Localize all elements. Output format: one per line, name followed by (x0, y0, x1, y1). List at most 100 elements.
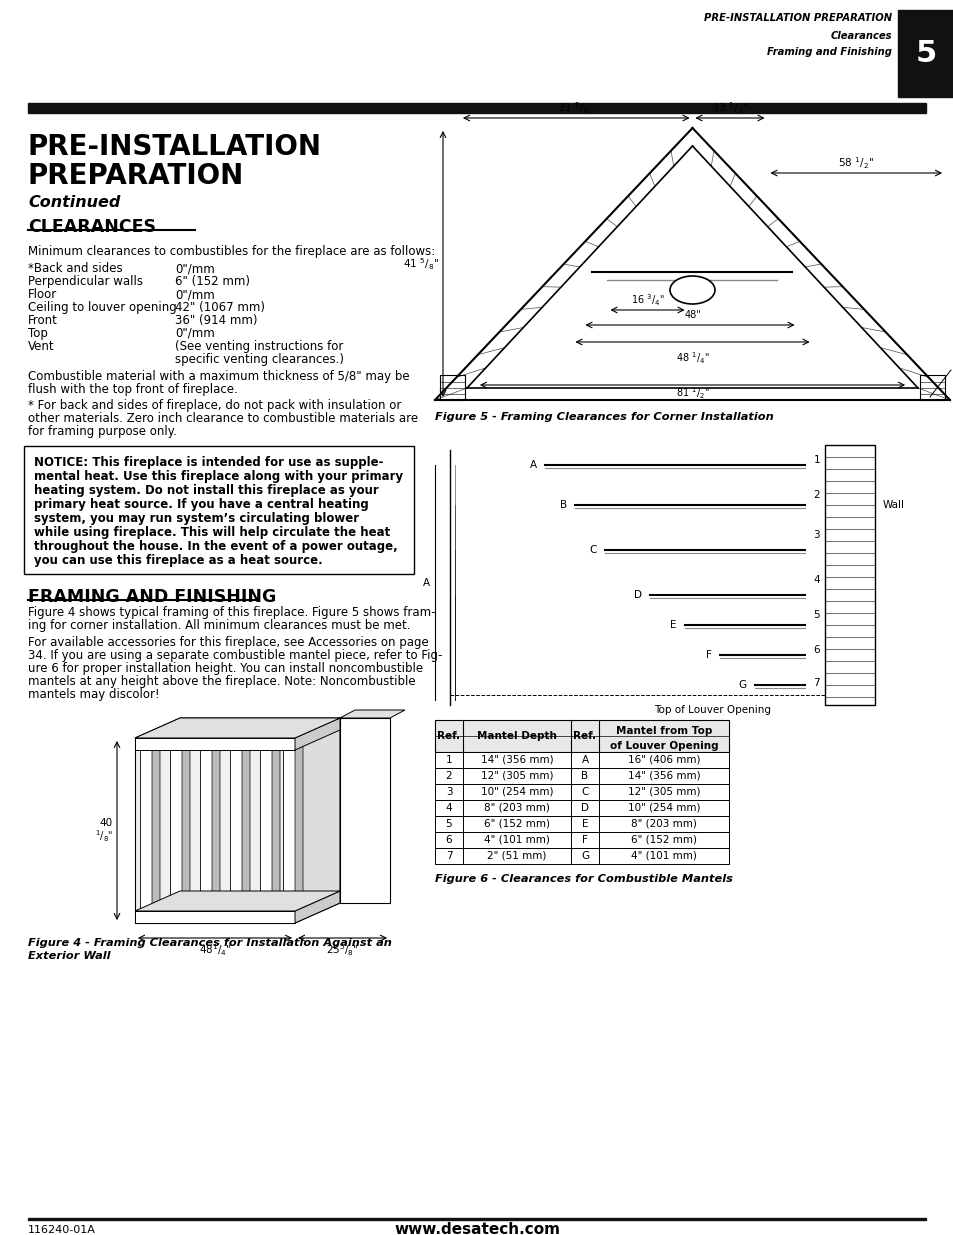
Polygon shape (294, 890, 339, 923)
Bar (135, 739, 294, 750)
Polygon shape (260, 739, 280, 743)
Text: 10" (254 mm): 10" (254 mm) (627, 803, 700, 813)
Text: you can use this fireplace as a heat source.: you can use this fireplace as a heat sou… (34, 555, 322, 567)
Text: 16 $^3/_4$": 16 $^3/_4$" (630, 293, 663, 308)
Text: C: C (589, 545, 597, 555)
Text: Top of Louver Opening: Top of Louver Opening (654, 705, 770, 715)
Text: mental heat. Use this fireplace along with your primary: mental heat. Use this fireplace along wi… (34, 471, 403, 483)
Text: flush with the top front of fireplace.: flush with the top front of fireplace. (28, 383, 237, 396)
Text: G: G (739, 680, 746, 690)
Text: heating system. Do not install this fireplace as your: heating system. Do not install this fire… (34, 484, 378, 496)
Bar (230, 743, 242, 918)
Bar (435, 816, 728, 832)
Bar (435, 848, 728, 864)
Bar (170, 743, 182, 918)
Text: 7: 7 (445, 851, 452, 861)
Text: system, you may run system’s circulating blower: system, you may run system’s circulating… (34, 513, 358, 525)
Polygon shape (339, 718, 390, 903)
Text: PREPARATION: PREPARATION (28, 162, 244, 190)
Text: mantels may discolor!: mantels may discolor! (28, 688, 159, 701)
Text: primary heat source. If you have a central heating: primary heat source. If you have a centr… (34, 498, 369, 511)
Text: Wall: Wall (882, 500, 904, 510)
Bar (200, 743, 212, 918)
Text: Ceiling to louver opening: Ceiling to louver opening (28, 301, 176, 314)
Polygon shape (135, 718, 339, 739)
Text: For available accessories for this fireplace, see Accessories on page: For available accessories for this firep… (28, 636, 428, 650)
Text: 16" (406 mm): 16" (406 mm) (627, 755, 700, 764)
Bar (824, 445, 874, 705)
Text: 0"/mm: 0"/mm (174, 327, 214, 340)
Polygon shape (200, 739, 220, 743)
Text: $^1/_8$": $^1/_8$" (94, 829, 112, 845)
Text: 8" (203 mm): 8" (203 mm) (483, 803, 549, 813)
Text: 6" (152 mm): 6" (152 mm) (483, 819, 550, 829)
Text: Nailing Tabs: Nailing Tabs (952, 366, 953, 375)
Text: 10" (254 mm): 10" (254 mm) (480, 787, 553, 797)
Text: 41 $^5/_8$": 41 $^5/_8$" (403, 256, 438, 272)
Text: 6" (152 mm): 6" (152 mm) (630, 835, 697, 845)
Polygon shape (135, 718, 339, 739)
Text: 5: 5 (915, 40, 936, 68)
Text: 7: 7 (813, 678, 820, 688)
Text: 4" (101 mm): 4" (101 mm) (483, 835, 549, 845)
Text: 6: 6 (445, 835, 452, 845)
Text: 25$^5/_8$": 25$^5/_8$" (326, 942, 358, 957)
Text: D: D (634, 590, 641, 600)
Text: 8" (203 mm): 8" (203 mm) (630, 819, 697, 829)
Text: 6: 6 (813, 645, 820, 655)
Text: www.desatech.com: www.desatech.com (394, 1223, 559, 1235)
Text: F: F (581, 835, 587, 845)
Text: Framing and Finishing: Framing and Finishing (766, 47, 891, 57)
Text: B: B (559, 500, 566, 510)
Text: *Back and sides: *Back and sides (28, 262, 123, 275)
Text: Mantel from Top: Mantel from Top (616, 726, 712, 736)
Text: 2: 2 (813, 490, 820, 500)
Polygon shape (140, 739, 160, 743)
Polygon shape (294, 718, 339, 750)
Polygon shape (152, 739, 160, 918)
Text: 58 $^1/_2$": 58 $^1/_2$" (838, 156, 873, 170)
Text: 14" (356 mm): 14" (356 mm) (627, 771, 700, 781)
Text: 21 $^5/_8$": 21 $^5/_8$" (558, 100, 594, 116)
Polygon shape (182, 739, 190, 918)
Bar (435, 832, 728, 848)
Bar (919, 375, 944, 400)
Text: Figure 5 - Framing Clearances for Corner Installation: Figure 5 - Framing Clearances for Corner… (435, 412, 773, 422)
Bar (435, 784, 728, 800)
Polygon shape (230, 739, 250, 743)
Text: Figure 6 - Clearances for Combustible Mantels: Figure 6 - Clearances for Combustible Ma… (435, 874, 732, 884)
Text: NOTICE: This fireplace is intended for use as supple-: NOTICE: This fireplace is intended for u… (34, 456, 383, 469)
Text: Clearances: Clearances (829, 31, 891, 41)
Text: Figure 4 shows typical framing of this fireplace. Figure 5 shows fram-: Figure 4 shows typical framing of this f… (28, 606, 435, 619)
Text: 0"/mm: 0"/mm (174, 288, 214, 301)
Text: 4" (101 mm): 4" (101 mm) (630, 851, 697, 861)
Text: (See venting instructions for: (See venting instructions for (174, 340, 343, 353)
Text: Minimum clearances to combustibles for the fireplace are as follows:: Minimum clearances to combustibles for t… (28, 245, 435, 258)
Text: specific venting clearances.): specific venting clearances.) (174, 353, 344, 366)
Polygon shape (272, 739, 280, 918)
Text: other materials. Zero inch clearance to combustible materials are: other materials. Zero inch clearance to … (28, 412, 417, 425)
Text: throughout the house. In the event of a power outage,: throughout the house. In the event of a … (34, 540, 397, 553)
Polygon shape (212, 739, 220, 918)
Text: ure 6 for proper installation height. You can install noncombustible: ure 6 for proper installation height. Yo… (28, 662, 423, 676)
Polygon shape (135, 890, 339, 911)
Text: 48 $^1/_4$": 48 $^1/_4$" (675, 351, 709, 366)
Text: 12" (305 mm): 12" (305 mm) (480, 771, 553, 781)
Bar (435, 720, 728, 752)
Text: 40: 40 (100, 818, 112, 827)
Bar (140, 743, 152, 918)
Text: 12" (305 mm): 12" (305 mm) (627, 787, 700, 797)
Text: 3: 3 (445, 787, 452, 797)
Bar (28, 103, 925, 112)
Polygon shape (283, 739, 303, 743)
Text: while using fireplace. This will help circulate the heat: while using fireplace. This will help ci… (34, 526, 390, 538)
Bar (435, 800, 728, 816)
Text: PRE-INSTALLATION PREPARATION: PRE-INSTALLATION PREPARATION (703, 14, 891, 23)
Text: A: A (580, 755, 588, 764)
Text: 81 $^1/_2$": 81 $^1/_2$" (675, 385, 709, 401)
FancyBboxPatch shape (24, 446, 414, 574)
Text: Floor: Floor (28, 288, 57, 301)
Text: 42" (1067 mm): 42" (1067 mm) (174, 301, 265, 314)
Text: Continued: Continued (28, 195, 120, 210)
Text: of Louver Opening: of Louver Opening (609, 741, 718, 751)
